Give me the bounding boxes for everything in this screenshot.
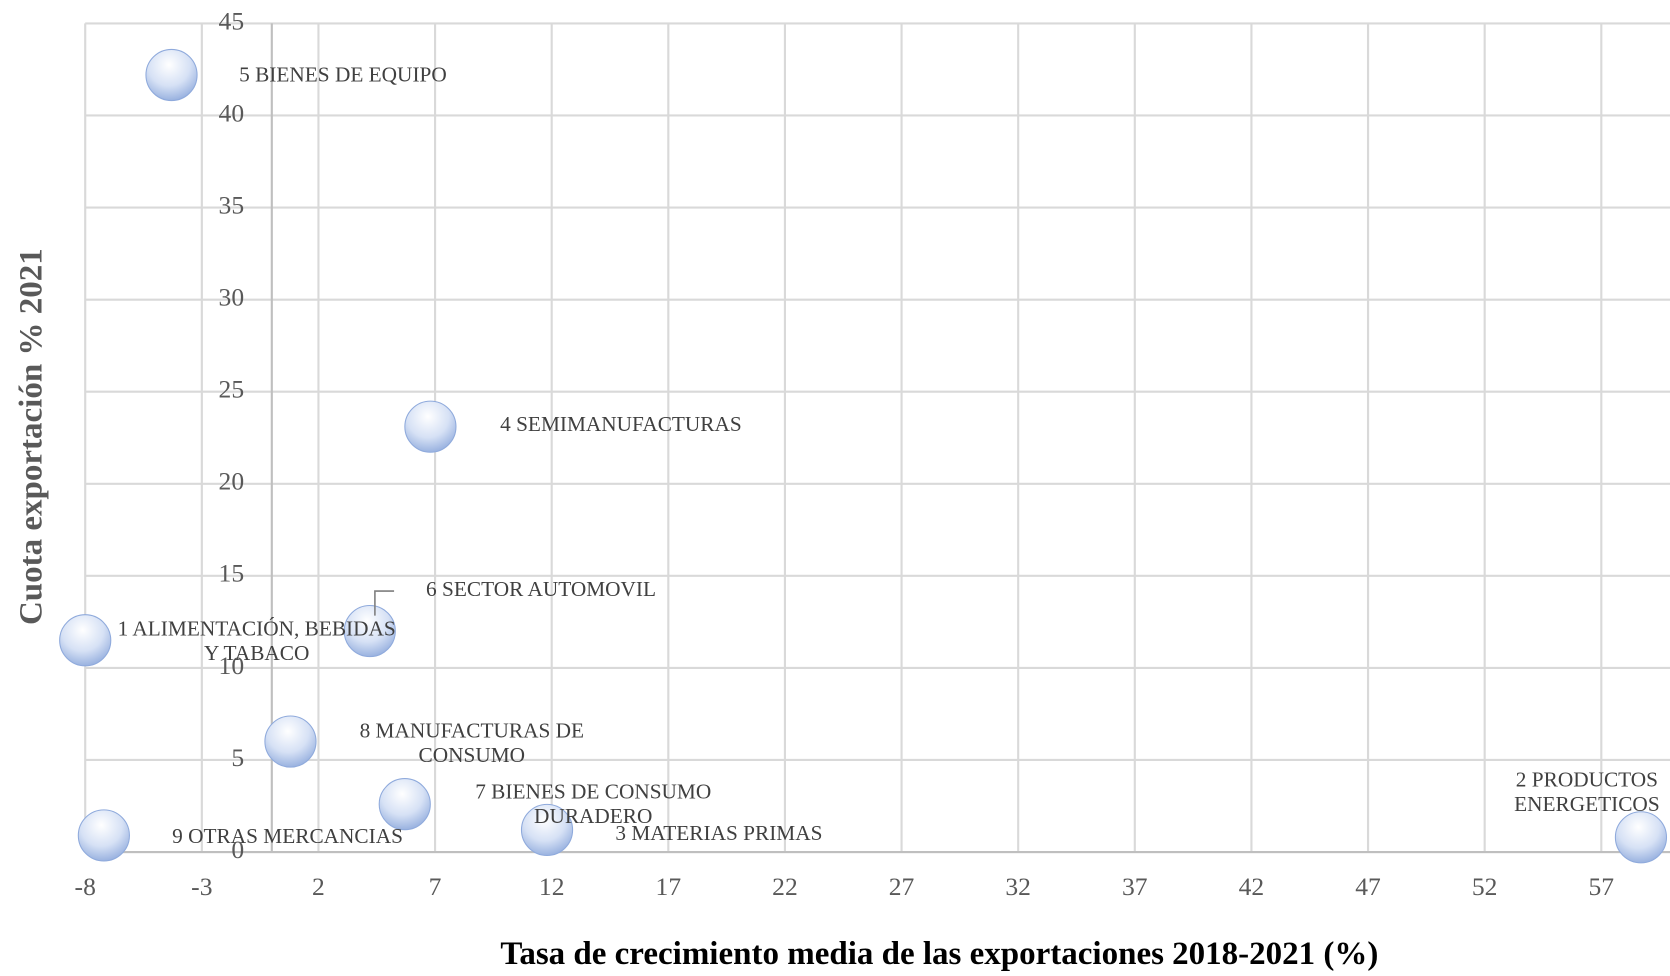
data-label: 9 OTRAS MERCANCIAS xyxy=(172,824,403,848)
data-label: DURADERO xyxy=(534,804,652,828)
x-tick-label: 7 xyxy=(429,872,442,901)
data-label: 2 PRODUCTOS xyxy=(1516,768,1658,792)
data-label: Y TABACO xyxy=(204,641,309,665)
marks xyxy=(59,48,1668,864)
x-tick-label: 12 xyxy=(539,872,565,901)
x-tick-label: 2 xyxy=(312,872,325,901)
x-tick-label: -8 xyxy=(75,872,96,901)
y-tick-label: 5 xyxy=(231,743,244,772)
x-tick-label: 52 xyxy=(1472,872,1498,901)
x-tick-label: 57 xyxy=(1589,872,1615,901)
x-tick-label: 42 xyxy=(1239,872,1265,901)
data-label: ENERGETICOS xyxy=(1514,792,1660,816)
bubble xyxy=(59,614,112,667)
bubble xyxy=(77,809,130,862)
y-tick-label: 35 xyxy=(219,190,245,219)
data-label: 7 BIENES DE CONSUMO xyxy=(475,779,711,803)
data-label: 4 SEMIMANUFACTURAS xyxy=(500,412,742,436)
y-tick-label: 40 xyxy=(219,98,245,127)
data-label: 5 BIENES DE EQUIPO xyxy=(239,63,447,87)
y-tick-label: 15 xyxy=(219,559,245,588)
bubble xyxy=(404,400,457,453)
bubble xyxy=(145,48,198,102)
y-tick-label: 45 xyxy=(219,6,245,35)
y-tick-label: 20 xyxy=(219,467,245,496)
x-tick-label: 32 xyxy=(1005,872,1031,901)
y-axis-title: Cuota exportación % 2021 xyxy=(14,248,50,625)
y-tick-label: 25 xyxy=(219,375,245,404)
grid xyxy=(84,22,1670,854)
y-tick-label: 30 xyxy=(219,282,245,311)
data-label: 3 MATERIAS PRIMAS xyxy=(615,821,822,845)
x-tick-label: -3 xyxy=(191,872,212,901)
x-tick-label: 37 xyxy=(1122,872,1148,901)
y-tick-label: 0 xyxy=(231,835,244,864)
x-tick-label: 22 xyxy=(772,872,798,901)
bubble xyxy=(520,803,574,857)
data-label: CONSUMO xyxy=(419,743,526,767)
data-label: 8 MANUFACTURAS DE xyxy=(360,719,584,743)
x-tick-label: 47 xyxy=(1355,872,1381,901)
leader-line xyxy=(374,590,395,616)
bubble xyxy=(378,778,431,831)
x-tick-label: 17 xyxy=(656,872,682,901)
bubble xyxy=(1614,811,1668,864)
data-label: 1 ALIMENTACIÓN, BEBIDAS xyxy=(118,616,396,640)
y-tick-label: 10 xyxy=(219,651,245,680)
x-tick-label: 27 xyxy=(889,872,915,901)
x-axis-title: Tasa de crecimiento media de las exporta… xyxy=(500,936,1378,972)
bubble xyxy=(264,715,317,768)
data-label: 6 SECTOR AUTOMOVIL xyxy=(426,577,656,601)
bubble xyxy=(343,604,396,658)
